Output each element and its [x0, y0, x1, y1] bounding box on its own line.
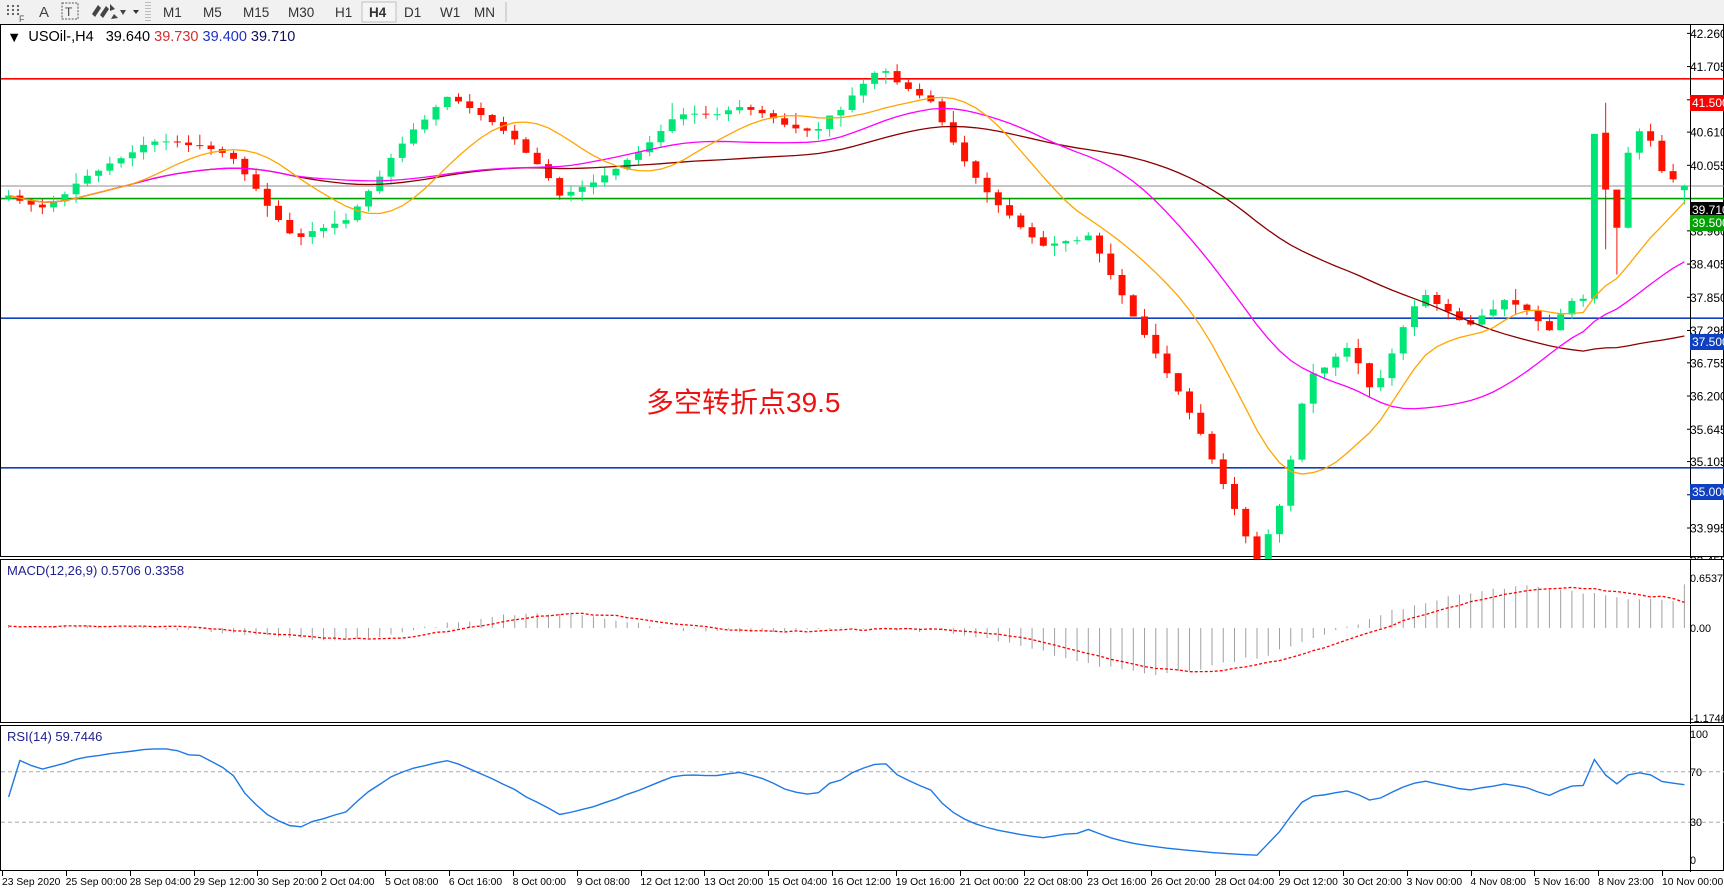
svg-text:42.260: 42.260	[1690, 27, 1724, 41]
svg-text:M15: M15	[243, 5, 269, 20]
svg-text:A: A	[39, 4, 49, 21]
svg-text:70: 70	[1690, 767, 1702, 779]
svg-text:0.6537: 0.6537	[1690, 573, 1723, 585]
svg-text:0: 0	[1690, 855, 1696, 867]
svg-text:M1: M1	[163, 5, 182, 20]
svg-text:37.850: 37.850	[1690, 291, 1724, 305]
svg-text:38.405: 38.405	[1690, 258, 1724, 272]
svg-text:MN: MN	[474, 5, 495, 20]
svg-text:T: T	[65, 5, 73, 19]
svg-text:30: 30	[1690, 817, 1702, 829]
svg-text:35.645: 35.645	[1690, 423, 1724, 437]
svg-text:33.995: 33.995	[1690, 522, 1724, 536]
svg-text:35.105: 35.105	[1690, 455, 1724, 469]
svg-text:41.705: 41.705	[1690, 60, 1724, 74]
svg-text:M30: M30	[288, 5, 314, 20]
svg-text:36.200: 36.200	[1690, 390, 1724, 404]
svg-text:F: F	[19, 14, 25, 24]
svg-text:0.00: 0.00	[1690, 623, 1711, 635]
svg-text:100: 100	[1690, 729, 1708, 741]
svg-text:36.755: 36.755	[1690, 356, 1724, 370]
svg-text:40.610: 40.610	[1690, 126, 1724, 140]
svg-text:W1: W1	[440, 5, 460, 20]
svg-text:H4: H4	[369, 5, 387, 20]
svg-text:40.055: 40.055	[1690, 159, 1724, 173]
svg-text:M5: M5	[203, 5, 222, 20]
svg-text:D1: D1	[404, 5, 421, 20]
svg-text:H1: H1	[335, 5, 352, 20]
svg-text:-1.1746: -1.1746	[1690, 713, 1724, 725]
